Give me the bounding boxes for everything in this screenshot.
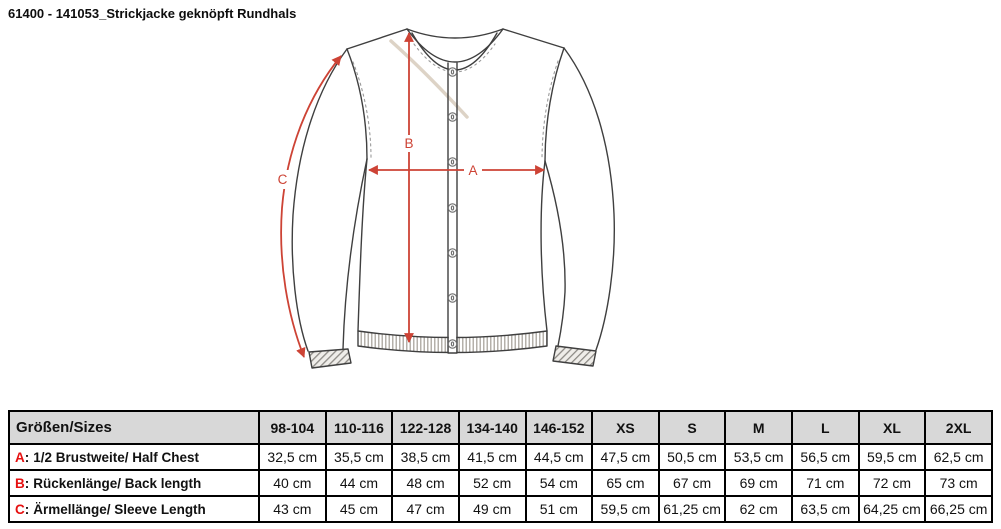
cell-value: 56,5 cm	[791, 443, 860, 471]
cell-value: 72 cm	[857, 469, 927, 497]
label-gap	[274, 170, 291, 189]
row-label-text: Ärmellänge/ Sleeve Length	[33, 501, 206, 517]
header-sizes: Größen/Sizes	[8, 410, 260, 445]
header-size-2xl: 2XL	[924, 410, 993, 445]
header-size-122-128: 122-128	[391, 410, 460, 445]
button-icon	[447, 157, 458, 167]
header-size-m: M	[724, 410, 793, 445]
left-side-seam	[357, 158, 368, 332]
cell-value: 38,5 cm	[391, 443, 460, 471]
arrow-labels: A B C	[278, 136, 478, 187]
right-shoulder-seam	[502, 28, 565, 49]
measure-letter-a: A	[15, 449, 25, 465]
button-icon	[447, 112, 458, 122]
measure-label-b: B	[404, 136, 413, 151]
table-row-back-length: B: Rückenlänge/ Back length 40 cm 44 cm 4…	[8, 469, 993, 497]
button-icon	[447, 203, 458, 213]
header-size-l: L	[791, 410, 860, 445]
size-table-section: Größen/Sizes 98-104 110-116 122-128 134-…	[8, 410, 993, 523]
cell-value: 61,25 cm	[657, 495, 727, 523]
button-icon	[447, 293, 458, 303]
cell-value: 45 cm	[324, 495, 394, 523]
right-sleeve-inner-seam	[544, 160, 566, 347]
size-table: Größen/Sizes 98-104 110-116 122-128 134-…	[8, 410, 993, 523]
cell-value: 54 cm	[524, 469, 594, 497]
cell-value: 49 cm	[457, 495, 527, 523]
header-size-110-116: 110-116	[324, 410, 394, 445]
cell-value: 63,5 cm	[791, 495, 860, 523]
row-label-back-length: B: Rückenlänge/ Back length	[8, 469, 260, 497]
row-label-text: Rückenlänge/ Back length	[33, 475, 202, 491]
letter-colon: :	[24, 501, 30, 517]
cell-value: 52 cm	[457, 469, 527, 497]
cell-value: 65 cm	[591, 469, 660, 497]
table-row-half-chest: A: 1/2 Brustweite/ Half Chest 32,5 cm 35,…	[8, 443, 993, 471]
cardigan-sketch	[291, 28, 615, 369]
size-table-header-row: Größen/Sizes 98-104 110-116 122-128 134-…	[8, 410, 993, 445]
letter-colon: :	[24, 449, 30, 465]
left-armhole-seam	[346, 48, 368, 160]
measure-letter-b: B	[15, 475, 25, 491]
right-armhole-stitch-marks	[541, 60, 559, 161]
button-icon	[447, 67, 458, 77]
cell-value: 32,5 cm	[258, 443, 327, 471]
cell-value: 66,25 cm	[924, 495, 993, 523]
back-neck-line	[406, 28, 504, 39]
cell-value: 35,5 cm	[324, 443, 394, 471]
header-size-s: S	[657, 410, 727, 445]
header-size-98-104: 98-104	[258, 410, 327, 445]
cell-value: 47 cm	[391, 495, 460, 523]
right-sleeve-outer-seam	[563, 47, 615, 351]
cell-value: 47,5 cm	[591, 443, 660, 471]
button-icon	[447, 339, 458, 349]
cell-value: 73 cm	[924, 469, 993, 497]
cell-value: 44 cm	[324, 469, 394, 497]
cell-value: 67 cm	[657, 469, 727, 497]
measure-arrow-C	[280, 55, 342, 358]
header-size-146-152: 146-152	[524, 410, 594, 445]
cell-value: 59,5 cm	[857, 443, 927, 471]
right-cuff-rib	[552, 345, 597, 367]
cell-value: 48 cm	[391, 469, 460, 497]
header-size-xl: XL	[857, 410, 927, 445]
arrow-label-gaps	[274, 135, 482, 189]
cell-value: 71 cm	[791, 469, 860, 497]
left-sleeve-outer-seam	[291, 48, 348, 352]
right-side-seam	[540, 160, 548, 332]
cell-value: 41,5 cm	[457, 443, 527, 471]
cell-value: 64,25 cm	[857, 495, 927, 523]
label-gap	[400, 135, 418, 152]
cell-value: 44,5 cm	[524, 443, 594, 471]
cell-value: 59,5 cm	[591, 495, 660, 523]
cell-value: 69 cm	[724, 469, 793, 497]
row-label-text: 1/2 Brustweite/ Half Chest	[33, 449, 200, 465]
measure-letter-c: C	[15, 501, 25, 517]
cell-value: 53,5 cm	[724, 443, 793, 471]
cell-value: 50,5 cm	[657, 443, 727, 471]
right-armhole-seam	[544, 47, 565, 162]
cell-value: 62 cm	[724, 495, 793, 523]
left-cuff-rib	[308, 348, 352, 369]
header-size-134-140: 134-140	[457, 410, 527, 445]
cell-value: 51 cm	[524, 495, 594, 523]
left-shoulder-seam	[346, 28, 408, 50]
garment-measurement-diagram: A B C	[274, 28, 615, 369]
label-gap	[464, 161, 482, 179]
cell-value: 62,5 cm	[924, 443, 993, 471]
left-sleeve-inner-seam	[342, 158, 368, 350]
header-size-xs: XS	[591, 410, 660, 445]
measure-label-a: A	[468, 163, 477, 178]
cell-value: 40 cm	[258, 469, 327, 497]
cell-value: 43 cm	[258, 495, 327, 523]
table-row-sleeve-length: C: Ärmellänge/ Sleeve Length 43 cm 45 cm …	[8, 495, 993, 523]
buttons	[447, 67, 458, 349]
measurement-arrows	[280, 32, 545, 358]
measure-label-c: C	[278, 172, 288, 187]
row-label-sleeve-length: C: Ärmellänge/ Sleeve Length	[8, 495, 260, 523]
letter-colon: :	[24, 475, 30, 491]
page-title: 61400 - 141053_Strickjacke geknöpft Rund…	[8, 6, 297, 21]
row-label-half-chest: A: 1/2 Brustweite/ Half Chest	[8, 443, 260, 471]
button-icon	[447, 248, 458, 258]
